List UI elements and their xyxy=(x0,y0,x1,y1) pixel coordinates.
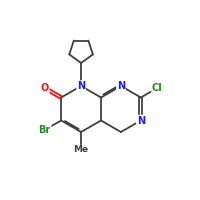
Text: Me: Me xyxy=(74,145,89,154)
Text: N: N xyxy=(77,81,85,91)
Text: Br: Br xyxy=(39,125,51,135)
Text: N: N xyxy=(117,81,125,91)
Text: O: O xyxy=(41,83,49,93)
Text: Cl: Cl xyxy=(152,83,163,93)
Text: N: N xyxy=(137,116,145,126)
